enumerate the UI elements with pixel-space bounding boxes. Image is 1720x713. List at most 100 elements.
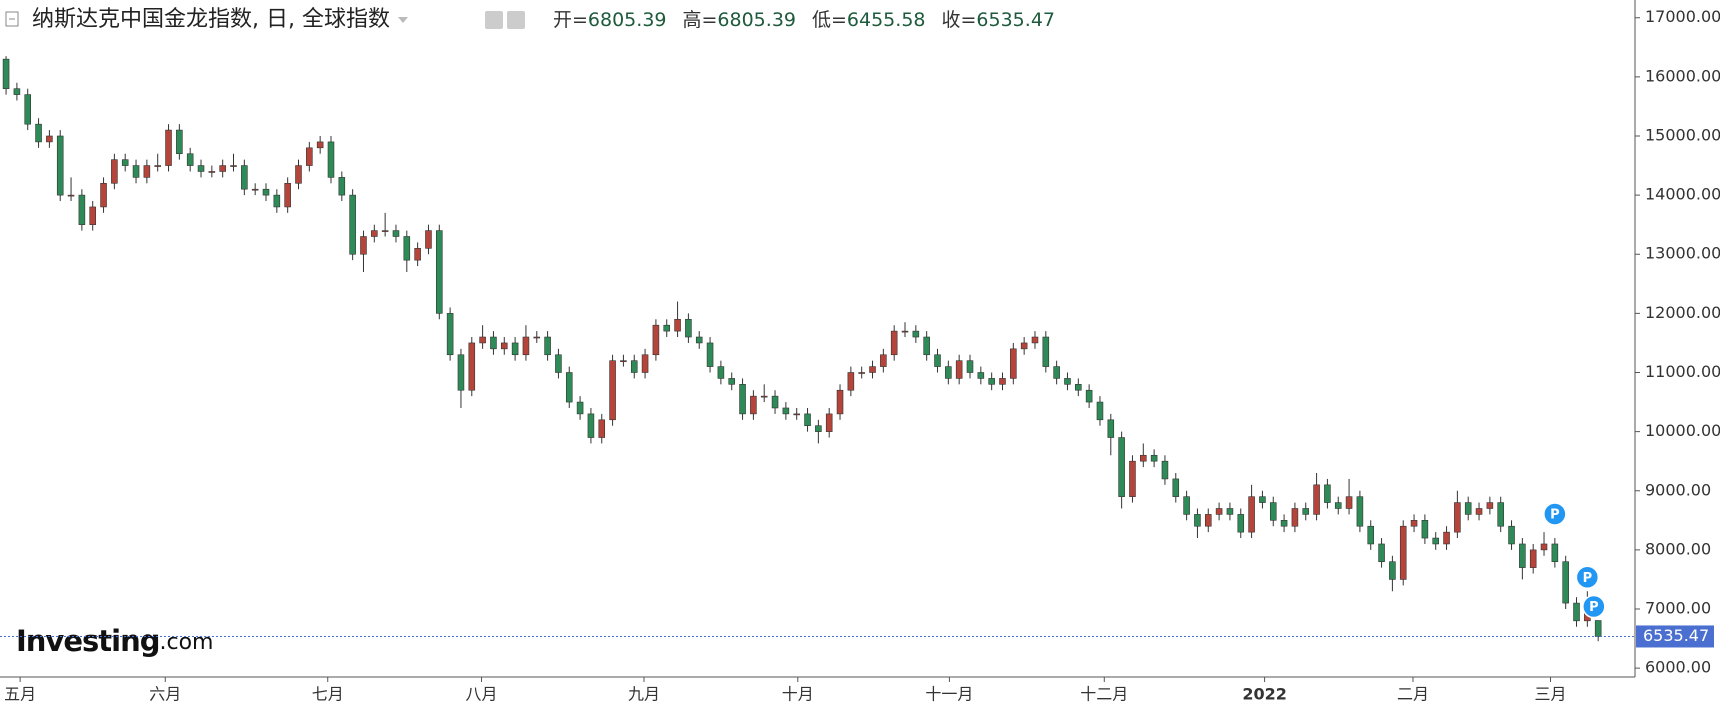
candle-body bbox=[403, 236, 411, 261]
candle-body bbox=[1215, 508, 1223, 515]
collapse-icon[interactable] bbox=[5, 11, 19, 27]
candle-body bbox=[1194, 514, 1201, 527]
candle-body bbox=[999, 378, 1006, 385]
y-tick-label: 14000.00 bbox=[1645, 185, 1720, 204]
x-tick-label: 十二月 bbox=[1080, 685, 1128, 704]
candle-body bbox=[500, 342, 508, 350]
candle-body bbox=[1129, 460, 1136, 497]
candle-body bbox=[1367, 525, 1375, 545]
candle-body bbox=[1269, 502, 1277, 521]
x-tick-label: 2022 bbox=[1242, 685, 1287, 704]
candle-body bbox=[111, 159, 118, 184]
candle-body bbox=[945, 366, 952, 379]
candle-body bbox=[760, 395, 768, 398]
candle-body bbox=[1140, 454, 1147, 462]
candle-body bbox=[1324, 484, 1331, 503]
candle-body bbox=[371, 230, 378, 237]
x-tick-label: 二月 bbox=[1397, 685, 1429, 704]
candle-body bbox=[2, 58, 10, 89]
candle-body bbox=[100, 182, 107, 208]
candle-body bbox=[1302, 508, 1310, 515]
candle-body bbox=[923, 336, 930, 356]
candle-body bbox=[1183, 496, 1190, 515]
candle-body bbox=[630, 360, 638, 373]
candle-body bbox=[912, 330, 920, 338]
candle-body bbox=[988, 378, 995, 385]
candle-body bbox=[1291, 508, 1299, 527]
candle-body bbox=[836, 389, 844, 415]
y-tick-label: 12000.00 bbox=[1645, 303, 1720, 322]
candle-body bbox=[392, 230, 400, 237]
candle-body bbox=[1150, 454, 1158, 462]
candle-body bbox=[1454, 502, 1461, 533]
candle-body bbox=[154, 165, 161, 167]
y-tick-label: 16000.00 bbox=[1645, 66, 1720, 85]
candle-body bbox=[479, 336, 486, 344]
last-price-box bbox=[1636, 625, 1714, 648]
candle-body bbox=[511, 342, 519, 356]
candle-body bbox=[955, 360, 963, 379]
candle-body bbox=[1334, 502, 1342, 509]
candle-body bbox=[327, 141, 335, 178]
candle-body bbox=[1204, 514, 1212, 527]
candle-body bbox=[1432, 537, 1439, 545]
candle-body bbox=[197, 165, 205, 172]
candle-body bbox=[1096, 401, 1104, 421]
y-tick-label: 17000.00 bbox=[1645, 7, 1720, 26]
candle-body bbox=[1259, 496, 1266, 503]
candle-body bbox=[1161, 460, 1169, 480]
candle-body bbox=[1118, 437, 1125, 497]
candle-body bbox=[652, 324, 660, 356]
last-price-label: 6535.47 bbox=[1643, 626, 1709, 645]
candle-body bbox=[966, 360, 974, 373]
candle-body bbox=[1475, 508, 1483, 515]
x-tick-label: 十一月 bbox=[925, 685, 973, 704]
candle-body bbox=[934, 354, 941, 367]
candle-body bbox=[1053, 366, 1060, 379]
candle-body bbox=[1486, 502, 1494, 509]
candle-body bbox=[847, 372, 855, 391]
candle-body bbox=[186, 153, 194, 166]
candle-body bbox=[1226, 508, 1234, 515]
candle-body bbox=[121, 159, 129, 166]
ohlc-label: 开= bbox=[553, 9, 588, 31]
candle-body bbox=[143, 165, 151, 178]
candle-body bbox=[78, 194, 86, 225]
candle-body bbox=[1085, 389, 1093, 403]
candle-body bbox=[436, 230, 443, 314]
candle-body bbox=[24, 94, 32, 125]
event-marker-label: P bbox=[1550, 508, 1560, 523]
candle-body bbox=[825, 413, 833, 432]
candle-body bbox=[1248, 496, 1255, 533]
candle-body bbox=[230, 165, 237, 167]
candle-body bbox=[609, 360, 616, 421]
candle-body bbox=[880, 354, 887, 367]
candle-body bbox=[1356, 496, 1364, 527]
candle-body bbox=[533, 336, 541, 339]
candle-body bbox=[890, 330, 898, 356]
candle-body bbox=[1443, 531, 1450, 545]
candle-body bbox=[1280, 520, 1288, 527]
candle-body bbox=[565, 372, 573, 403]
candle-body bbox=[977, 372, 985, 379]
candle-body bbox=[576, 401, 584, 415]
ohlc-label: 高= bbox=[683, 9, 718, 31]
candle-body bbox=[132, 165, 140, 178]
candle-body bbox=[1399, 525, 1407, 580]
candle-body bbox=[1464, 502, 1472, 515]
y-tick-label: 8000.00 bbox=[1645, 539, 1711, 558]
candle-body bbox=[316, 141, 324, 149]
candle-body bbox=[457, 354, 465, 391]
x-tick-label: 八月 bbox=[466, 685, 498, 704]
event-marker bbox=[1575, 565, 1600, 590]
candle-body bbox=[381, 230, 389, 232]
y-tick-label: 13000.00 bbox=[1645, 244, 1720, 263]
candle-body bbox=[728, 378, 735, 385]
candle-body bbox=[360, 236, 367, 255]
candle-body bbox=[446, 313, 454, 356]
candle-body bbox=[1064, 378, 1071, 385]
ohlc-readout: 收=6535.47 bbox=[942, 9, 1056, 31]
candle-body bbox=[67, 194, 75, 197]
candle-body bbox=[771, 395, 779, 409]
